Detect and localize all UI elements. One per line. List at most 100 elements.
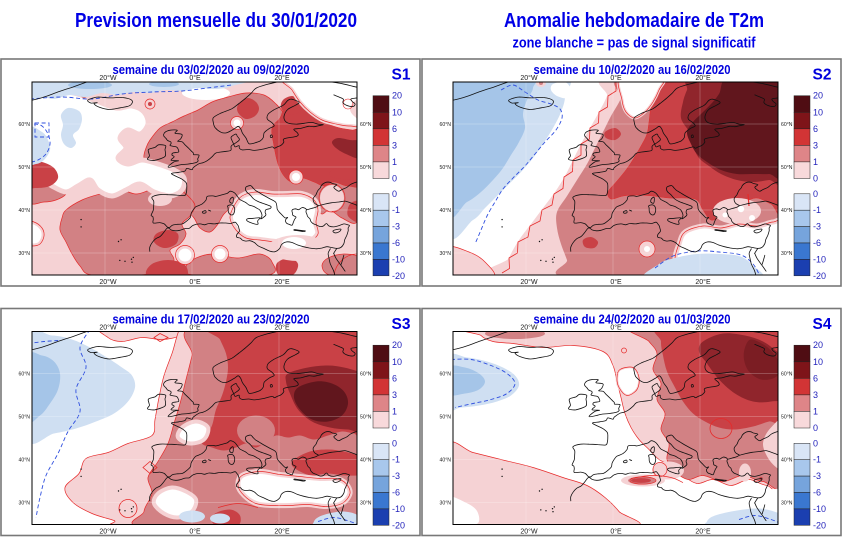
svg-text:30°N: 30°N: [360, 501, 372, 507]
svg-text:60°N: 60°N: [360, 372, 372, 378]
svg-text:50°N: 50°N: [360, 165, 372, 171]
svg-text:40°N: 40°N: [19, 208, 31, 214]
svg-text:20°E: 20°E: [274, 74, 290, 82]
svg-text:-10: -10: [813, 504, 826, 514]
svg-text:0: 0: [392, 438, 397, 448]
svg-text:1: 1: [392, 157, 397, 167]
svg-text:40°N: 40°N: [360, 208, 372, 214]
svg-text:6: 6: [813, 124, 818, 134]
svg-text:semaine du 03/02/2020 au 09/02: semaine du 03/02/2020 au 09/02/2020: [113, 62, 310, 77]
svg-text:30°N: 30°N: [360, 251, 372, 257]
svg-text:60°N: 60°N: [440, 122, 452, 128]
svg-text:60°N: 60°N: [360, 122, 372, 128]
svg-text:zone blanche = pas de signal s: zone blanche = pas de signal significati…: [513, 36, 756, 52]
svg-text:-1: -1: [813, 455, 821, 465]
svg-text:semaine du 10/02/2020 au 16/02: semaine du 10/02/2020 au 16/02/2020: [534, 62, 731, 77]
svg-text:S2: S2: [813, 67, 832, 84]
svg-text:40°N: 40°N: [360, 458, 372, 464]
svg-text:0°E: 0°E: [610, 324, 622, 332]
svg-text:-3: -3: [392, 222, 400, 232]
svg-text:60°N: 60°N: [781, 372, 793, 378]
svg-text:-1: -1: [392, 205, 400, 215]
svg-text:40°N: 40°N: [440, 458, 452, 464]
svg-text:semaine du 17/02/2020 au 23/02: semaine du 17/02/2020 au 23/02/2020: [113, 312, 310, 327]
svg-text:0°E: 0°E: [189, 278, 201, 286]
svg-text:-10: -10: [813, 254, 826, 264]
svg-text:20°W: 20°W: [99, 324, 117, 332]
svg-text:semaine du 24/02/2020 au 01/03: semaine du 24/02/2020 au 01/03/2020: [534, 312, 731, 327]
svg-text:S4: S4: [813, 316, 832, 333]
svg-text:20°E: 20°E: [695, 528, 711, 536]
svg-text:0: 0: [813, 174, 818, 184]
svg-text:0: 0: [392, 423, 397, 433]
svg-text:50°N: 50°N: [19, 165, 31, 171]
svg-text:30°N: 30°N: [440, 501, 452, 507]
svg-text:0: 0: [813, 189, 818, 199]
svg-text:20°W: 20°W: [520, 324, 538, 332]
svg-text:50°N: 50°N: [440, 165, 452, 171]
svg-text:30°N: 30°N: [19, 501, 31, 507]
svg-text:20°E: 20°E: [274, 528, 290, 536]
svg-text:0°E: 0°E: [610, 74, 622, 82]
svg-text:60°N: 60°N: [19, 122, 31, 128]
svg-text:Anomalie hebdomadaire de T2m: Anomalie hebdomadaire de T2m: [504, 10, 764, 32]
svg-text:40°N: 40°N: [19, 458, 31, 464]
svg-text:20°W: 20°W: [99, 528, 117, 536]
svg-text:-20: -20: [813, 271, 826, 281]
svg-text:0°E: 0°E: [189, 324, 201, 332]
svg-text:60°N: 60°N: [781, 122, 793, 128]
svg-text:0°E: 0°E: [610, 278, 622, 286]
svg-text:0: 0: [813, 423, 818, 433]
svg-text:50°N: 50°N: [781, 165, 793, 171]
svg-text:50°N: 50°N: [781, 415, 793, 421]
svg-text:40°N: 40°N: [781, 458, 793, 464]
svg-text:3: 3: [813, 390, 818, 400]
svg-text:-20: -20: [813, 520, 826, 530]
svg-text:-6: -6: [813, 488, 821, 498]
svg-text:6: 6: [813, 373, 818, 383]
svg-text:20: 20: [392, 91, 402, 101]
svg-text:40°N: 40°N: [781, 208, 793, 214]
svg-text:20°E: 20°E: [274, 324, 290, 332]
svg-text:-6: -6: [392, 238, 400, 248]
svg-text:-20: -20: [392, 271, 405, 281]
svg-text:20°E: 20°E: [695, 278, 711, 286]
svg-text:30°N: 30°N: [19, 251, 31, 257]
svg-text:50°N: 50°N: [19, 415, 31, 421]
svg-text:20: 20: [813, 340, 823, 350]
svg-text:30°N: 30°N: [440, 251, 452, 257]
svg-text:-10: -10: [392, 504, 405, 514]
svg-text:6: 6: [392, 373, 397, 383]
svg-text:0°E: 0°E: [610, 528, 622, 536]
svg-text:-6: -6: [392, 488, 400, 498]
svg-text:S3: S3: [392, 316, 411, 333]
svg-text:20°W: 20°W: [520, 528, 538, 536]
svg-text:40°N: 40°N: [440, 208, 452, 214]
svg-text:-3: -3: [813, 222, 821, 232]
svg-text:20°E: 20°E: [695, 324, 711, 332]
svg-text:Prevision mensuelle du 30/01/2: Prevision mensuelle du 30/01/2020: [75, 10, 357, 32]
svg-text:-6: -6: [813, 238, 821, 248]
svg-text:20: 20: [392, 340, 402, 350]
svg-text:-10: -10: [392, 254, 405, 264]
svg-text:3: 3: [392, 390, 397, 400]
svg-text:10: 10: [392, 107, 402, 117]
svg-text:60°N: 60°N: [440, 372, 452, 378]
svg-text:0: 0: [392, 189, 397, 199]
svg-text:20°W: 20°W: [99, 278, 117, 286]
svg-text:60°N: 60°N: [19, 372, 31, 378]
svg-text:0: 0: [813, 438, 818, 448]
svg-text:6: 6: [392, 124, 397, 134]
svg-text:20°E: 20°E: [274, 278, 290, 286]
svg-text:-3: -3: [813, 471, 821, 481]
svg-text:3: 3: [392, 140, 397, 150]
svg-text:-1: -1: [813, 205, 821, 215]
svg-text:3: 3: [813, 140, 818, 150]
svg-text:-1: -1: [392, 455, 400, 465]
svg-text:20°E: 20°E: [695, 74, 711, 82]
svg-text:-20: -20: [392, 520, 405, 530]
svg-text:S1: S1: [392, 67, 411, 84]
svg-text:0: 0: [392, 174, 397, 184]
svg-text:30°N: 30°N: [781, 251, 793, 257]
svg-text:50°N: 50°N: [360, 415, 372, 421]
